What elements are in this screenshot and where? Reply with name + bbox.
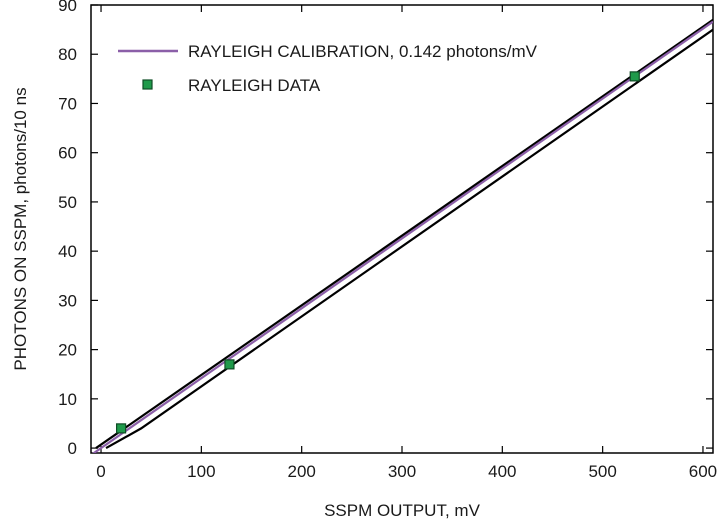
x-tick-label: 400 [488, 462, 516, 481]
x-tick-label: 0 [96, 462, 105, 481]
plot-area [92, 18, 713, 453]
error-bound-lower [105, 28, 713, 450]
y-tick-label: 80 [58, 45, 77, 64]
y-tick-label: 30 [58, 291, 77, 310]
y-tick-label: 20 [58, 341, 77, 360]
x-tick-label: 100 [187, 462, 215, 481]
y-tick-label: 40 [58, 242, 77, 261]
error-bound-upper [95, 18, 713, 449]
x-tick-label: 500 [588, 462, 616, 481]
legend: RAYLEIGH CALIBRATION, 0.142 photons/mV R… [118, 42, 538, 95]
y-tick-label: 90 [58, 0, 77, 15]
data-point [224, 359, 235, 370]
y-tick-label: 70 [58, 94, 77, 113]
x-tick-label: 300 [388, 462, 416, 481]
data-point [115, 423, 127, 434]
x-axis-label: SSPM OUTPUT, mV [324, 501, 481, 520]
x-tick-label: 600 [689, 462, 717, 481]
x-axis: 0 100 200 300 400 500 600 [96, 5, 717, 481]
data-point [629, 71, 640, 82]
calibration-line [92, 20, 713, 453]
legend-label-data: RAYLEIGH DATA [188, 76, 321, 95]
y-tick-label: 0 [68, 439, 77, 458]
y-axis-label: PHOTONS ON SSPM, photons/10 ns [11, 87, 30, 370]
y-axis: 0 10 20 30 40 50 60 70 80 90 [58, 0, 713, 458]
x-tick-label: 200 [287, 462, 315, 481]
y-tick-label: 10 [58, 390, 77, 409]
y-tick-label: 50 [58, 193, 77, 212]
legend-marker-swatch [142, 79, 153, 90]
legend-label-calibration: RAYLEIGH CALIBRATION, 0.142 photons/mV [188, 42, 538, 61]
y-tick-label: 60 [58, 144, 77, 163]
